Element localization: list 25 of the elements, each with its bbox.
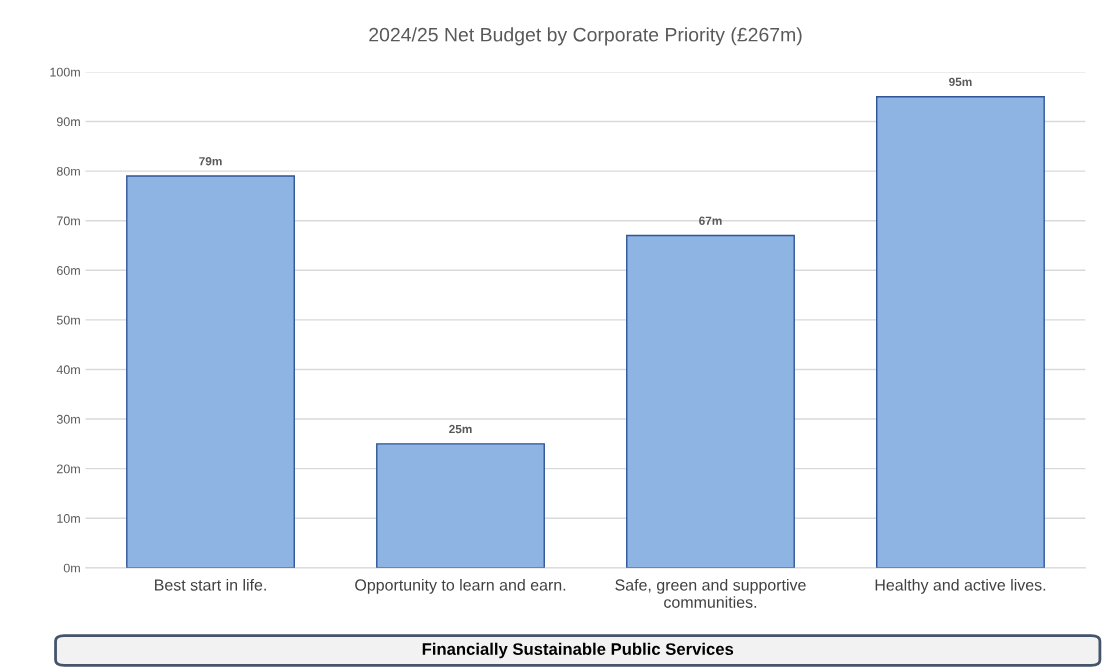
y-tick-label: 10m xyxy=(57,514,80,523)
bar xyxy=(876,96,1045,568)
x-tick-label: Safe, green and supportive communities. xyxy=(615,578,806,608)
y-tick-label: 40m xyxy=(56,365,80,375)
x-tick-label: Healthy and active lives. xyxy=(875,578,1046,594)
text: Financially Sustainable Public Services xyxy=(422,642,734,659)
y-tick-label: 30m xyxy=(56,414,80,424)
y-tick-label: 70m xyxy=(57,216,80,226)
data-label: 79m xyxy=(199,157,222,166)
y-tick-label: 100m xyxy=(50,67,80,77)
y-tick-label: 90m xyxy=(56,117,80,127)
bar xyxy=(626,234,795,568)
y-tick-label: 80m xyxy=(56,166,80,176)
bar xyxy=(376,443,545,568)
x-tick-label: Opportunity to learn and earn. xyxy=(355,578,566,594)
y-tick-label: 20m xyxy=(57,464,80,474)
x-tick-label: Best start in life. xyxy=(155,578,266,591)
y-tick-label: 60m xyxy=(57,266,80,275)
data-label: 67m xyxy=(699,216,722,225)
data-label: 25m xyxy=(449,424,472,434)
chart-title: 2024/25 Net Budget by Corporate Priority (£267m) xyxy=(369,27,802,46)
y-tick-label: 50m xyxy=(56,315,80,325)
bar xyxy=(126,175,295,568)
data-label: 95m xyxy=(949,77,972,87)
y-tick-label: 0m xyxy=(63,563,80,573)
